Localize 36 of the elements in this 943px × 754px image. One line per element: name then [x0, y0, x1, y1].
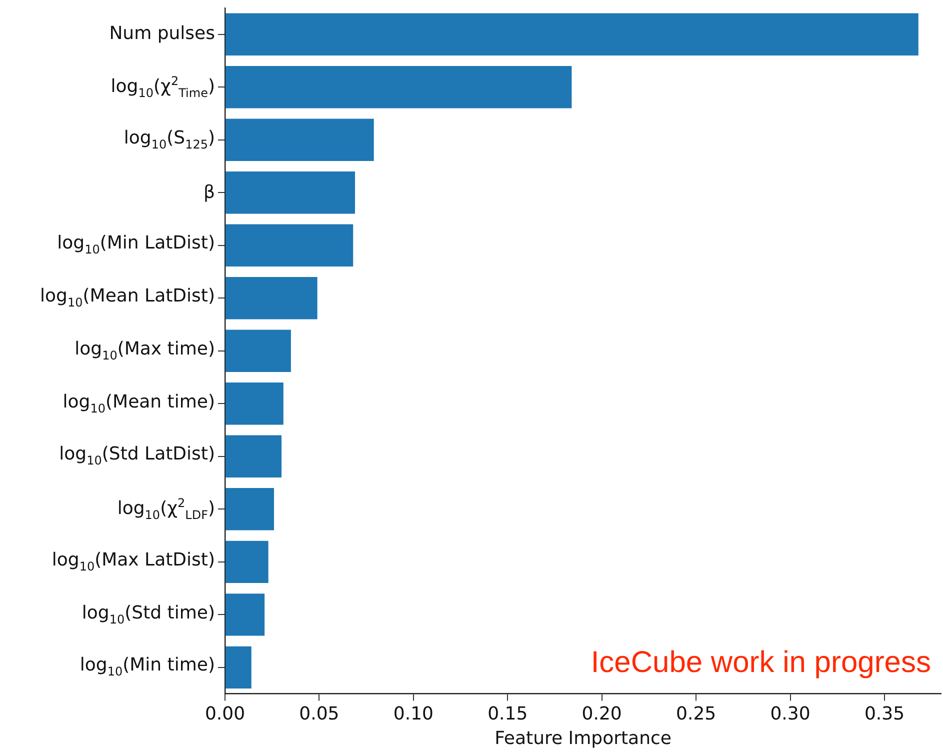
- bar: [226, 594, 265, 636]
- y-tick-label: log$_{10}$(χ$^{2}$$_{Time}$): [110, 74, 215, 100]
- bar: [226, 172, 356, 214]
- x-tick-label: 0.30: [770, 703, 810, 724]
- x-tick-label: 0.10: [393, 703, 434, 724]
- x-tick-label: 0.05: [299, 703, 340, 724]
- x-tick-label: 0.20: [582, 703, 622, 724]
- bar: [226, 277, 318, 320]
- y-tick-label: log$_{10}$(Max LatDist): [52, 550, 215, 574]
- x-tick-label: 0.00: [204, 703, 246, 724]
- bar: [226, 13, 918, 56]
- y-tick-label: log$_{10}$(Mean LatDist): [40, 286, 215, 310]
- x-tick-label: 0.15: [488, 703, 528, 724]
- bar: [226, 118, 374, 161]
- y-tick-label: log$_{10}$(Max time): [74, 338, 215, 362]
- y-tick-label: log$_{10}$(Std LatDist): [59, 444, 215, 468]
- bar: [226, 488, 274, 530]
- y-tick-label: log$_{10}$(Min time): [80, 655, 215, 679]
- x-tick-label: 0.25: [676, 703, 716, 724]
- y-tick-label: log$_{10}$(Mean time): [62, 391, 215, 415]
- bar: [226, 330, 291, 372]
- y-tick-label: log$_{10}$(Min LatDist): [57, 233, 215, 257]
- y-tick-label: log$_{10}$(S$_{125}$): [124, 128, 215, 152]
- annotation: IceCube work in progress: [590, 646, 931, 679]
- x-tick-label: 0.35: [864, 703, 905, 724]
- bar: [226, 224, 354, 266]
- bar: [226, 66, 572, 108]
- bar: [226, 382, 284, 425]
- bar: [226, 540, 268, 584]
- y-tick-label: log$_{10}$(Std time): [82, 602, 215, 626]
- x-axis-title: Feature Importance: [494, 728, 672, 749]
- y-tick-label: Num pulses: [109, 23, 215, 44]
- y-tick-label: log$_{10}$(χ$^{2}$$_{LDF}$): [117, 496, 215, 522]
- bar: [226, 435, 282, 478]
- y-tick-label: β: [204, 182, 215, 203]
- bar: [226, 646, 252, 689]
